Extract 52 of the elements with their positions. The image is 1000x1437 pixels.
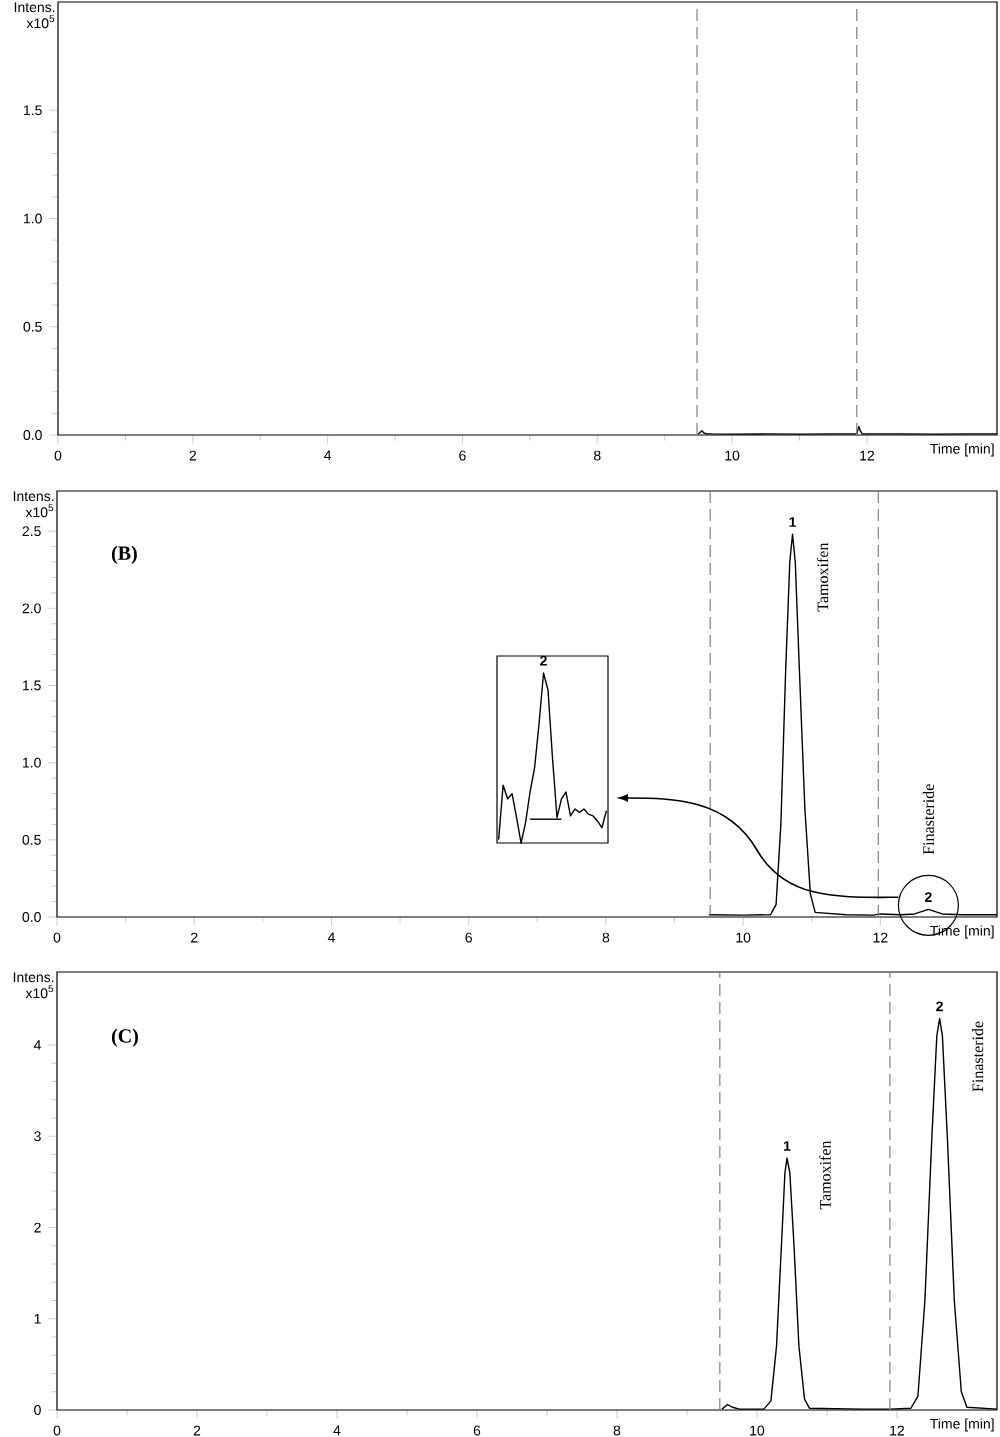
x-tick-label: 4 — [324, 450, 332, 461]
y-tick-label: 3 — [34, 1131, 41, 1142]
x-axis-title: Time [min] — [930, 1418, 994, 1432]
x-tick-label: 12 — [873, 932, 888, 943]
y-tick-label: 0.5 — [22, 834, 41, 845]
x-tick-label: 10 — [750, 1425, 765, 1436]
x-tick-label: 0 — [53, 932, 61, 943]
x-tick-label: 2 — [189, 450, 197, 461]
y-tick-label: 2.5 — [22, 526, 41, 537]
y-tick-label: 2 — [34, 1222, 41, 1233]
annotation: Finasteride — [922, 784, 935, 855]
text: (B) — [111, 545, 137, 564]
y-axis-title: Intens. x10$^{5}$ — [13, 972, 54, 999]
annotation: 1 — [784, 1141, 791, 1151]
y-tick-label: 1 — [34, 1313, 41, 1324]
x-tick-label: 0 — [54, 450, 62, 461]
y-tick-label: 1.0 — [23, 757, 41, 768]
y-tick-label: 2.0 — [22, 603, 41, 614]
x-tick-label: 2 — [191, 932, 198, 943]
x-tick-label: 12 — [890, 1425, 904, 1436]
annotation: 2 — [936, 1001, 943, 1012]
x-tick-label: 0 — [53, 1425, 61, 1436]
y-axis-title: Intens. x10$^{5}$ — [14, 2, 55, 29]
x-tick-label: 2 — [193, 1425, 201, 1436]
y-tick-label: 1.0 — [24, 213, 42, 224]
x-tick-label: 4 — [333, 1425, 341, 1436]
y-axis-title: Intens. x10$^{5}$ — [13, 491, 54, 518]
annotation: Tamoxifen — [819, 1140, 831, 1210]
x-tick-label: 10 — [736, 932, 751, 943]
y-tick-label: 0.0 — [23, 430, 42, 440]
x-tick-label: 6 — [465, 932, 472, 943]
y-tick-label: 1.5 — [24, 105, 42, 116]
x-axis-title: Time [min] — [930, 443, 994, 457]
x-tick-label: 4 — [327, 932, 335, 943]
annotation: 1 — [789, 517, 797, 527]
x-tick-label: 8 — [602, 932, 610, 943]
annotation: 2 — [924, 892, 932, 902]
x-tick-label: 8 — [593, 450, 601, 461]
y-tick-label: 4 — [33, 1040, 41, 1050]
x-tick-label: 10 — [725, 450, 740, 461]
annotation: 2 — [540, 655, 547, 666]
y-tick-label: 0.5 — [23, 321, 42, 332]
text: (C) — [111, 1028, 138, 1047]
x-tick-label: 6 — [473, 1425, 481, 1436]
x-tick-label: 8 — [613, 1425, 621, 1436]
x-tick-label: 6 — [459, 450, 466, 461]
annotation: Tamoxifen — [816, 542, 829, 612]
y-tick-label: 1.5 — [23, 680, 41, 691]
y-tick-label: 0.0 — [22, 912, 41, 922]
y-tick-label: 0 — [34, 1405, 41, 1415]
x-tick-label: 12 — [860, 450, 874, 461]
annotation: Finasteride — [971, 1021, 984, 1092]
